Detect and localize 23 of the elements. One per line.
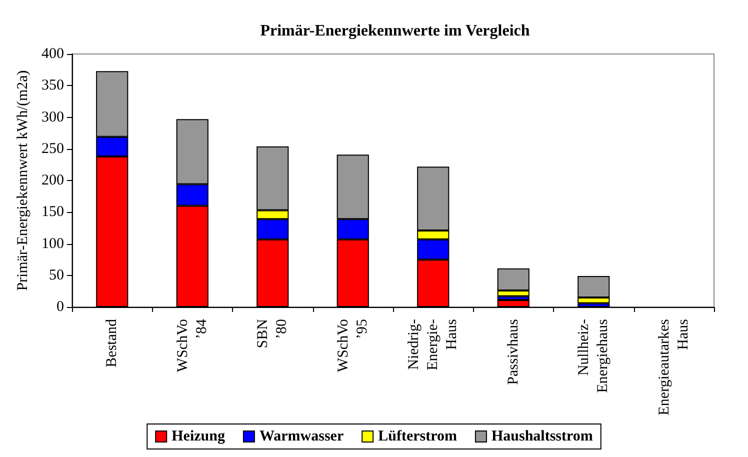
- y-tick-label: 150: [42, 204, 64, 220]
- x-tick-label: Passivhaus: [505, 318, 522, 385]
- y-tick-label: 300: [42, 109, 64, 126]
- x-tick-label: Niedrig-Energie-Haus: [406, 318, 460, 370]
- legend-label: Haushaltsstrom: [491, 428, 594, 444]
- y-tick-label: 0: [56, 299, 64, 315]
- y-tick-label: 100: [42, 236, 64, 252]
- y-tick-label: 200: [42, 172, 64, 188]
- y-tick-label: 400: [42, 46, 64, 62]
- legend-label: Heizung: [172, 428, 226, 444]
- legend-label: Lüfterstrom: [378, 428, 458, 444]
- x-tick-label: Energieautarkes Haus: [656, 318, 692, 416]
- chart-title: Primär-Energiekennwerte im Vergleich: [260, 22, 530, 40]
- x-tick-label: SBN ’80: [255, 318, 290, 348]
- y-tick-label: 350: [42, 78, 64, 94]
- x-tick-label: WSchVo ’95: [335, 319, 370, 372]
- x-tick-label: Nullheiz-Energiehaus: [576, 318, 612, 393]
- y-tick-label: 250: [42, 140, 64, 157]
- x-tick-label: WSchVo ’84: [174, 318, 210, 372]
- y-tick-label: 50: [49, 267, 64, 284]
- x-tick-label: Bestand: [104, 318, 120, 368]
- legend-label: Warmwasser: [259, 428, 344, 444]
- y-axis-title: Primär-Energiekennwert kWh/(m2a): [15, 70, 32, 291]
